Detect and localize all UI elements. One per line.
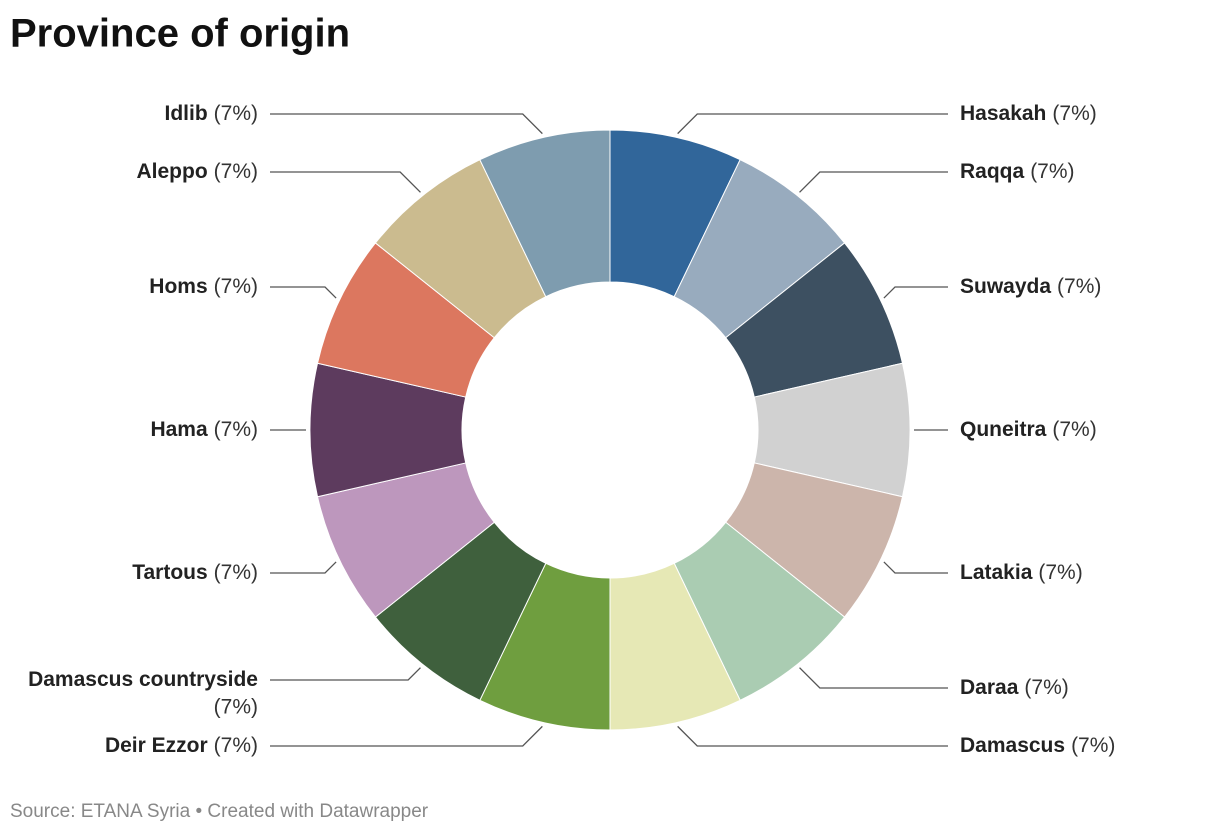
data-label: Deir Ezzor (7%) xyxy=(105,734,258,757)
leader-line xyxy=(270,561,337,574)
value-label: (7%) xyxy=(1057,275,1101,298)
data-label: Aleppo (7%) xyxy=(136,160,258,183)
leader-line xyxy=(270,113,543,135)
leader-line xyxy=(270,171,421,193)
category-label: Aleppo xyxy=(136,160,207,183)
data-label: Hasakah (7%) xyxy=(960,102,1097,125)
value-label: (7%) xyxy=(1024,676,1068,699)
value-label: (7%) xyxy=(214,696,258,719)
category-label: Latakia xyxy=(960,561,1033,584)
data-label: Tartous (7%) xyxy=(132,561,258,584)
leader-line xyxy=(270,667,421,681)
value-label: (7%) xyxy=(214,418,258,441)
leader-line xyxy=(270,286,337,299)
value-label: (7%) xyxy=(1052,418,1096,441)
data-label: Damascus countryside xyxy=(28,668,258,691)
data-label: Idlib (7%) xyxy=(164,102,258,125)
category-label: Raqqa xyxy=(960,160,1025,183)
slice xyxy=(479,129,611,298)
leader-line xyxy=(799,667,948,689)
value-label: (7%) xyxy=(1038,561,1082,584)
category-label: Damascus xyxy=(960,734,1065,757)
data-label: Homs (7%) xyxy=(149,275,258,298)
value-label: (7%) xyxy=(214,734,258,757)
leader-line xyxy=(883,561,948,574)
data-label: Raqqa (7%) xyxy=(960,160,1075,183)
chart-title: Province of origin xyxy=(10,12,350,56)
value-label: (7%) xyxy=(214,160,258,183)
leader-line xyxy=(270,725,543,747)
leader-line xyxy=(677,725,948,747)
leader-line xyxy=(799,171,948,193)
value-label: (7%) xyxy=(214,561,258,584)
value-label: (7%) xyxy=(1071,734,1115,757)
data-label: Hama (7%) xyxy=(150,418,258,441)
category-label: Tartous xyxy=(132,561,207,584)
value-label: (7%) xyxy=(1052,102,1096,125)
data-label: Damascus (7%) xyxy=(960,734,1115,757)
data-label: Suwayda (7%) xyxy=(960,275,1101,298)
category-label: Damascus countryside xyxy=(28,668,258,691)
value-label: (7%) xyxy=(214,275,258,298)
category-label: Deir Ezzor xyxy=(105,734,208,757)
category-label: Hasakah xyxy=(960,102,1046,125)
source: Source: ETANA Syria • Created with Dataw… xyxy=(10,801,429,822)
category-label: Homs xyxy=(149,275,207,298)
category-label: Daraa xyxy=(960,676,1019,699)
data-label: Quneitra (7%) xyxy=(960,418,1097,441)
category-label: Suwayda xyxy=(960,275,1051,298)
leader-line xyxy=(883,286,948,299)
category-label: Quneitra xyxy=(960,418,1047,441)
value-label: (7%) xyxy=(214,102,258,125)
category-label: Hama xyxy=(150,418,208,441)
data-label: Daraa (7%) xyxy=(960,676,1069,699)
leader-line xyxy=(677,113,948,135)
value-label: (7%) xyxy=(1030,160,1074,183)
category-label: Idlib xyxy=(164,102,207,125)
data-label: Latakia (7%) xyxy=(960,561,1083,584)
